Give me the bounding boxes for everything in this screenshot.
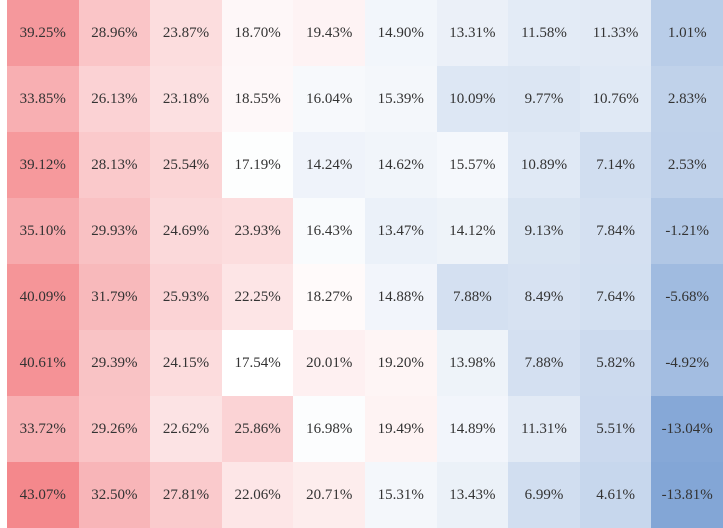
- heatmap-cell: 14.62%: [364, 132, 437, 198]
- heatmap-cell: 1.01%: [651, 0, 723, 66]
- heatmap-cell: 25.54%: [150, 132, 222, 198]
- heatmap-cell: 39.25%: [7, 0, 79, 66]
- heatmap-cell: 2.53%: [651, 132, 723, 198]
- heatmap-cell: 27.81%: [150, 462, 222, 528]
- heatmap-cell: 9.13%: [508, 198, 580, 264]
- heatmap-cell: 11.31%: [508, 396, 580, 462]
- heatmap-cell: 16.98%: [293, 396, 365, 462]
- heatmap-cell: 40.09%: [7, 264, 79, 330]
- heatmap-cell: 4.61%: [579, 462, 652, 528]
- heatmap-cell: 23.93%: [221, 198, 294, 264]
- heatmap-cell: -1.21%: [651, 198, 723, 264]
- heatmap-cell: 5.82%: [579, 330, 652, 396]
- heatmap-cell: 22.06%: [221, 462, 294, 528]
- heatmap-cell: 5.51%: [579, 396, 652, 462]
- heatmap-cell: 25.86%: [221, 396, 294, 462]
- heatmap-cell: 24.69%: [150, 198, 222, 264]
- heatmap-cell: 17.54%: [221, 330, 294, 396]
- heatmap-cell: 14.90%: [364, 0, 437, 66]
- heatmap-cell: 18.27%: [293, 264, 365, 330]
- heatmap-cell: 15.31%: [364, 462, 437, 528]
- heatmap-cell: 28.96%: [78, 0, 151, 66]
- heatmap-cell: 10.09%: [436, 66, 509, 132]
- heatmap-cell: 20.71%: [293, 462, 365, 528]
- heatmap-cell: 35.10%: [7, 198, 79, 264]
- heatmap-cell: 26.13%: [78, 66, 151, 132]
- heatmap-cell: 39.12%: [7, 132, 79, 198]
- heatmap-cell: 16.43%: [293, 198, 365, 264]
- heatmap-cell: 32.50%: [78, 462, 151, 528]
- heatmap-cell: 20.01%: [293, 330, 365, 396]
- heatmap-cell: 9.77%: [508, 66, 580, 132]
- heatmap-cell: 29.93%: [78, 198, 151, 264]
- heatmap-cell: 33.72%: [7, 396, 79, 462]
- heatmap-cell: 14.89%: [436, 396, 509, 462]
- heatmap-cell: 40.61%: [7, 330, 79, 396]
- heatmap-cell: 29.39%: [78, 330, 151, 396]
- heatmap-cell: 19.49%: [364, 396, 437, 462]
- heatmap-cell: 6.99%: [508, 462, 580, 528]
- heatmap-cell: 7.84%: [579, 198, 652, 264]
- heatmap-cell: 11.33%: [579, 0, 652, 66]
- heatmap-cell: 7.64%: [579, 264, 652, 330]
- heatmap-cell: -4.92%: [651, 330, 723, 396]
- heatmap-cell: 10.76%: [579, 66, 652, 132]
- heatmap-cell: 13.98%: [436, 330, 509, 396]
- heatmap-cell: 43.07%: [7, 462, 79, 528]
- heatmap-cell: 28.13%: [78, 132, 151, 198]
- heatmap-cell: 14.88%: [364, 264, 437, 330]
- heatmap-cell: 33.85%: [7, 66, 79, 132]
- heatmap-cell: 7.14%: [579, 132, 652, 198]
- heatmap-cell: 24.15%: [150, 330, 222, 396]
- heatmap-cell: 15.39%: [364, 66, 437, 132]
- heatmap-cell: 8.49%: [508, 264, 580, 330]
- heatmap-cell: 19.20%: [364, 330, 437, 396]
- heatmap-cell: 22.25%: [221, 264, 294, 330]
- heatmap-cell: 19.43%: [293, 0, 365, 66]
- heatmap-cell: 22.62%: [150, 396, 222, 462]
- heatmap-cell: -13.81%: [651, 462, 723, 528]
- heatmap-cell: 14.12%: [436, 198, 509, 264]
- heatmap-cell: 25.93%: [150, 264, 222, 330]
- heatmap-cell: 18.70%: [221, 0, 294, 66]
- heatmap-cell: 10.89%: [508, 132, 580, 198]
- heatmap-cell: 7.88%: [436, 264, 509, 330]
- heatmap-cell: 23.87%: [150, 0, 222, 66]
- heatmap-cell: 16.04%: [293, 66, 365, 132]
- heatmap-cell: 13.43%: [436, 462, 509, 528]
- heatmap-cell: 29.26%: [78, 396, 151, 462]
- heatmap-cell: 15.57%: [436, 132, 509, 198]
- heatmap-cell: 11.58%: [508, 0, 580, 66]
- heatmap-cell: 31.79%: [78, 264, 151, 330]
- heatmap-cell: 2.83%: [651, 66, 723, 132]
- heatmap-cell: 7.88%: [508, 330, 580, 396]
- heatmap-cell: 14.24%: [293, 132, 365, 198]
- heatmap-grid: 39.25% 28.96% 23.87% 18.70% 19.43% 14.90% 13.3…: [7, 0, 723, 528]
- heatmap-cell: 23.18%: [150, 66, 222, 132]
- heatmap-cell: -13.04%: [651, 396, 723, 462]
- heatmap-cell: -5.68%: [651, 264, 723, 330]
- heatmap-cell: 17.19%: [221, 132, 294, 198]
- heatmap-cell: 13.47%: [364, 198, 437, 264]
- heatmap-cell: 13.31%: [436, 0, 509, 66]
- heatmap-cell: 18.55%: [221, 66, 294, 132]
